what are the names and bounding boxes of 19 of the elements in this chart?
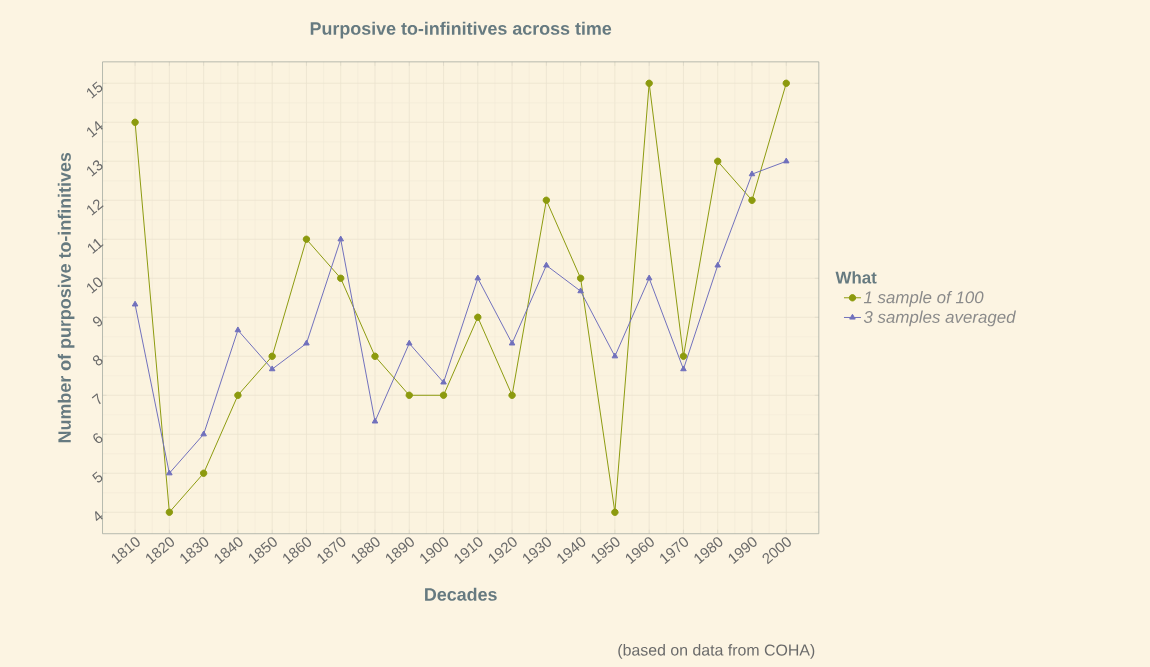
y-tick-label: 15: [86, 81, 103, 99]
legend-title: What: [835, 271, 877, 284]
y-tick-label: 10: [87, 277, 103, 294]
y-tick-label: 11: [87, 238, 104, 254]
y-tick-label: 5: [92, 471, 103, 483]
legend-label: 3 samples averaged: [863, 310, 1016, 327]
y-tick-label: 4: [95, 510, 103, 521]
chart-title: Purposive to-infinitives across time: [310, 21, 612, 39]
y-tick-label: 8: [92, 355, 103, 366]
y-tick-label: 9: [92, 316, 103, 327]
y-tick-label: 14: [87, 120, 103, 138]
y-axis-title: Number of purposive to-infinitives: [57, 152, 75, 442]
y-tick-label: 6: [93, 433, 103, 443]
x-axis-title: Decades: [425, 587, 497, 601]
legend-label: 1 sample of 100: [863, 290, 984, 307]
text: (based on data from COHA): [618, 643, 815, 659]
y-tick-label: 13: [87, 160, 103, 177]
y-tick-label: 12: [87, 199, 104, 216]
y-tick-label: 7: [91, 393, 101, 405]
